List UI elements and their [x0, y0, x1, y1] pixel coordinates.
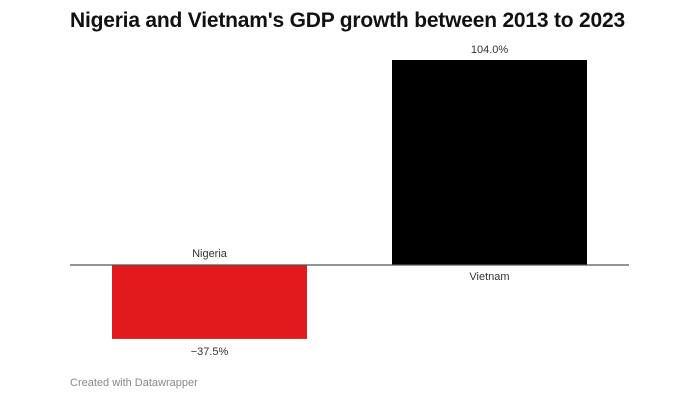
bar-vietnam [392, 60, 587, 265]
footer-credit: Created with Datawrapper [70, 377, 198, 389]
category-label: Vietnam [469, 271, 509, 283]
chart-title: Nigeria and Vietnam's GDP growth between… [70, 9, 625, 32]
value-label: 104.0% [471, 44, 509, 56]
bar-nigeria [112, 265, 307, 339]
value-label: −37.5% [191, 346, 229, 358]
category-label: Nigeria [192, 248, 228, 260]
